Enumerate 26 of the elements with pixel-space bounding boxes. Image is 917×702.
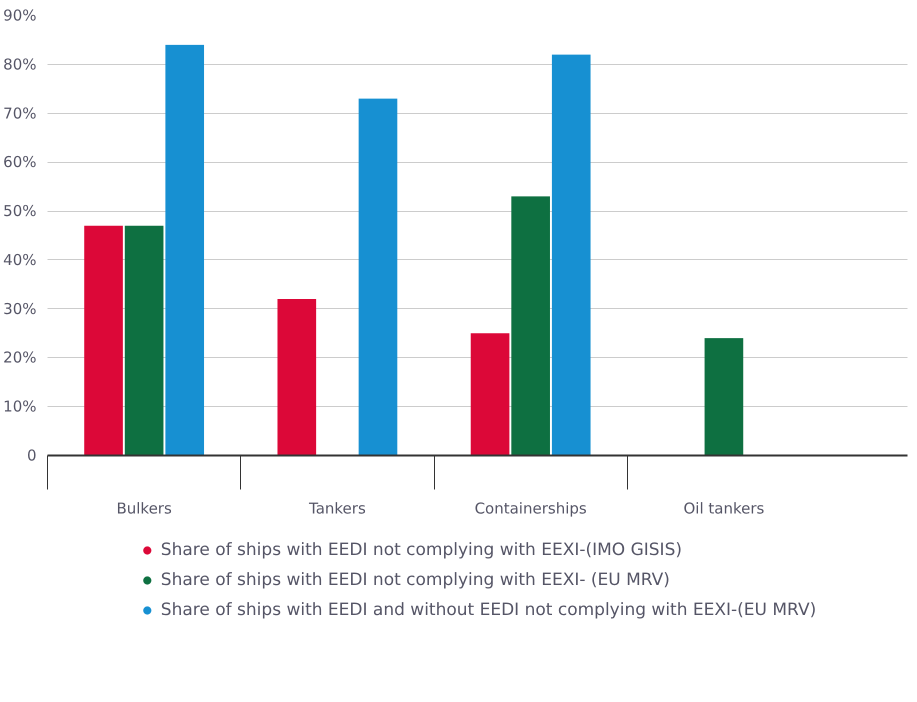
bar [552,54,591,456]
y-tick-label: 0 [26,446,37,464]
bar [277,299,316,456]
y-tick-label: 70% [3,104,37,122]
legend-label: Share of ships with EEDI not complying with EEXI- (EU MRV) [160,569,670,591]
bar [124,226,164,456]
bar [84,226,123,456]
y-tick-label: 20% [3,348,37,367]
bar [165,44,204,456]
y-tick-label: 60% [3,153,37,172]
y-tick-label: 90% [3,6,37,24]
y-tick-label: 80% [3,55,37,74]
y-tick-label: 40% [3,250,37,269]
x-tick-label: Tankers [308,500,366,518]
x-tick-label: Containerships [474,500,587,518]
x-tick-label: Oil tankers [683,500,765,518]
y-tick-label: 10% [3,398,37,416]
y-tick-label: 50% [3,202,37,220]
bar [358,98,398,456]
bar [470,333,510,456]
bar [704,338,744,456]
legend-label: Share of ships with EEDI and without EEDI not complying with EEXI-(EU MRV) [160,599,816,621]
legend-label: Share of ships with EEDI not complying with EEXI-(IMO GISIS) [160,539,682,561]
bar [511,196,550,456]
x-tick-label: Bulkers [116,500,172,518]
y-tick-label: 30% [3,300,37,318]
